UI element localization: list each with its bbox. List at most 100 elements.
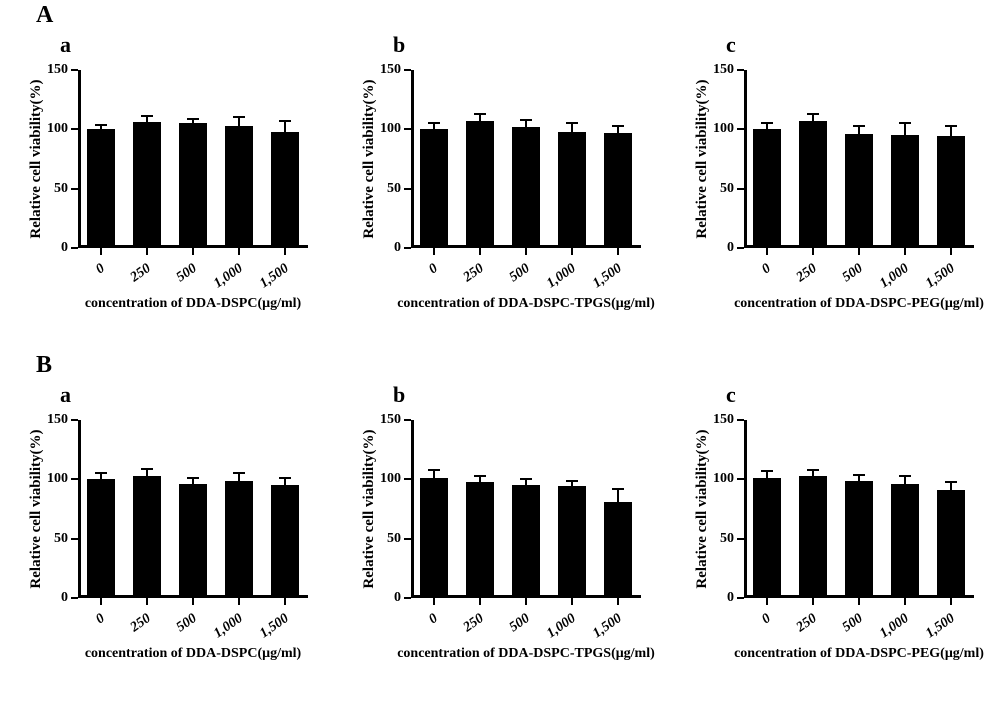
error-cap — [474, 487, 486, 489]
y-axis-label: Relative cell viability(%) — [28, 420, 45, 598]
panel-1-1: b05010015002505001,0001,500Relative cell… — [333, 374, 666, 704]
error-cap — [807, 113, 819, 115]
error-cap — [853, 141, 865, 143]
panel-0-2: c05010015002505001,0001,500Relative cell… — [666, 24, 999, 354]
panel-1-0: a05010015002505001,0001,500Relative cell… — [0, 374, 333, 704]
error-cap — [428, 469, 440, 471]
x-tick — [479, 248, 481, 255]
error-bar — [284, 478, 286, 492]
bar — [937, 136, 966, 248]
error-bar — [238, 117, 240, 134]
bar — [799, 121, 828, 248]
error-bar — [766, 471, 768, 485]
error-cap — [95, 484, 107, 486]
error-bar — [525, 120, 527, 134]
x-tick — [146, 248, 148, 255]
error-cap — [187, 127, 199, 129]
error-bar — [433, 470, 435, 487]
plot-area: 05010015002505001,0001,500 — [411, 420, 641, 598]
panel-1-2: c05010015002505001,0001,500Relative cell… — [666, 374, 999, 704]
bar — [512, 485, 541, 598]
error-bar — [146, 469, 148, 483]
plot-area: 05010015002505001,0001,500 — [411, 70, 641, 248]
y-tick — [404, 128, 411, 130]
panel-0-1: b05010015002505001,0001,500Relative cell… — [333, 24, 666, 354]
bar — [133, 476, 162, 598]
error-bar — [904, 123, 906, 147]
y-tick — [71, 247, 78, 249]
error-cap — [474, 113, 486, 115]
error-cap — [566, 491, 578, 493]
x-axis-label: concentration of DDA-DSPC-TPGS(μg/ml) — [391, 296, 661, 312]
error-cap — [279, 120, 291, 122]
bar — [225, 481, 254, 598]
x-tick — [100, 598, 102, 605]
error-cap — [899, 146, 911, 148]
error-bar — [617, 126, 619, 140]
y-tick — [404, 478, 411, 480]
y-tick — [737, 128, 744, 130]
y-axis-label: Relative cell viability(%) — [28, 70, 45, 248]
y-tick — [737, 538, 744, 540]
x-axis-label: concentration of DDA-DSPC-PEG(μg/ml) — [724, 646, 994, 662]
x-axis-label: concentration of DDA-DSPC(μg/ml) — [58, 296, 328, 312]
panel-0-0: a05010015002505001,0001,500Relative cell… — [0, 24, 333, 354]
bar — [179, 123, 208, 248]
error-cap — [612, 514, 624, 516]
bar — [466, 121, 495, 248]
y-axis — [411, 70, 414, 248]
error-cap — [520, 119, 532, 121]
y-axis-label: Relative cell viability(%) — [361, 70, 378, 248]
panel-row: a05010015002505001,0001,500Relative cell… — [0, 24, 1000, 354]
panel-sublabel: c — [726, 32, 736, 58]
bar — [420, 478, 449, 598]
error-bar — [812, 114, 814, 128]
x-tick — [950, 248, 952, 255]
bar — [179, 484, 208, 598]
error-cap — [141, 468, 153, 470]
error-cap — [761, 122, 773, 124]
error-cap — [807, 481, 819, 483]
bar — [87, 479, 116, 598]
figure: Aa05010015002505001,0001,500Relative cel… — [0, 0, 1000, 721]
bar — [799, 476, 828, 598]
x-tick — [812, 598, 814, 605]
x-tick — [766, 248, 768, 255]
error-bar — [479, 114, 481, 128]
error-cap — [945, 481, 957, 483]
y-tick — [71, 419, 78, 421]
panel-sublabel: a — [60, 382, 71, 408]
error-cap — [853, 485, 865, 487]
error-cap — [187, 489, 199, 491]
error-cap — [853, 474, 865, 476]
error-cap — [520, 133, 532, 135]
error-cap — [141, 127, 153, 129]
error-bar — [238, 473, 240, 487]
bar — [420, 129, 449, 248]
error-cap — [233, 133, 245, 135]
error-cap — [761, 484, 773, 486]
x-tick — [238, 248, 240, 255]
error-bar — [571, 123, 573, 140]
error-cap — [520, 478, 532, 480]
x-tick — [766, 598, 768, 605]
x-tick — [571, 248, 573, 255]
y-axis — [78, 70, 81, 248]
error-cap — [899, 491, 911, 493]
y-tick — [737, 597, 744, 599]
y-tick — [71, 128, 78, 130]
error-cap — [807, 127, 819, 129]
error-cap — [612, 139, 624, 141]
x-axis-label: concentration of DDA-DSPC-PEG(μg/ml) — [724, 296, 994, 312]
x-axis-label: concentration of DDA-DSPC-TPGS(μg/ml) — [391, 646, 661, 662]
x-tick — [812, 248, 814, 255]
y-tick — [404, 419, 411, 421]
error-cap — [945, 125, 957, 127]
y-tick — [404, 247, 411, 249]
y-tick — [71, 597, 78, 599]
y-tick — [737, 69, 744, 71]
error-cap — [428, 122, 440, 124]
error-cap — [474, 127, 486, 129]
error-cap — [95, 124, 107, 126]
y-tick — [71, 69, 78, 71]
